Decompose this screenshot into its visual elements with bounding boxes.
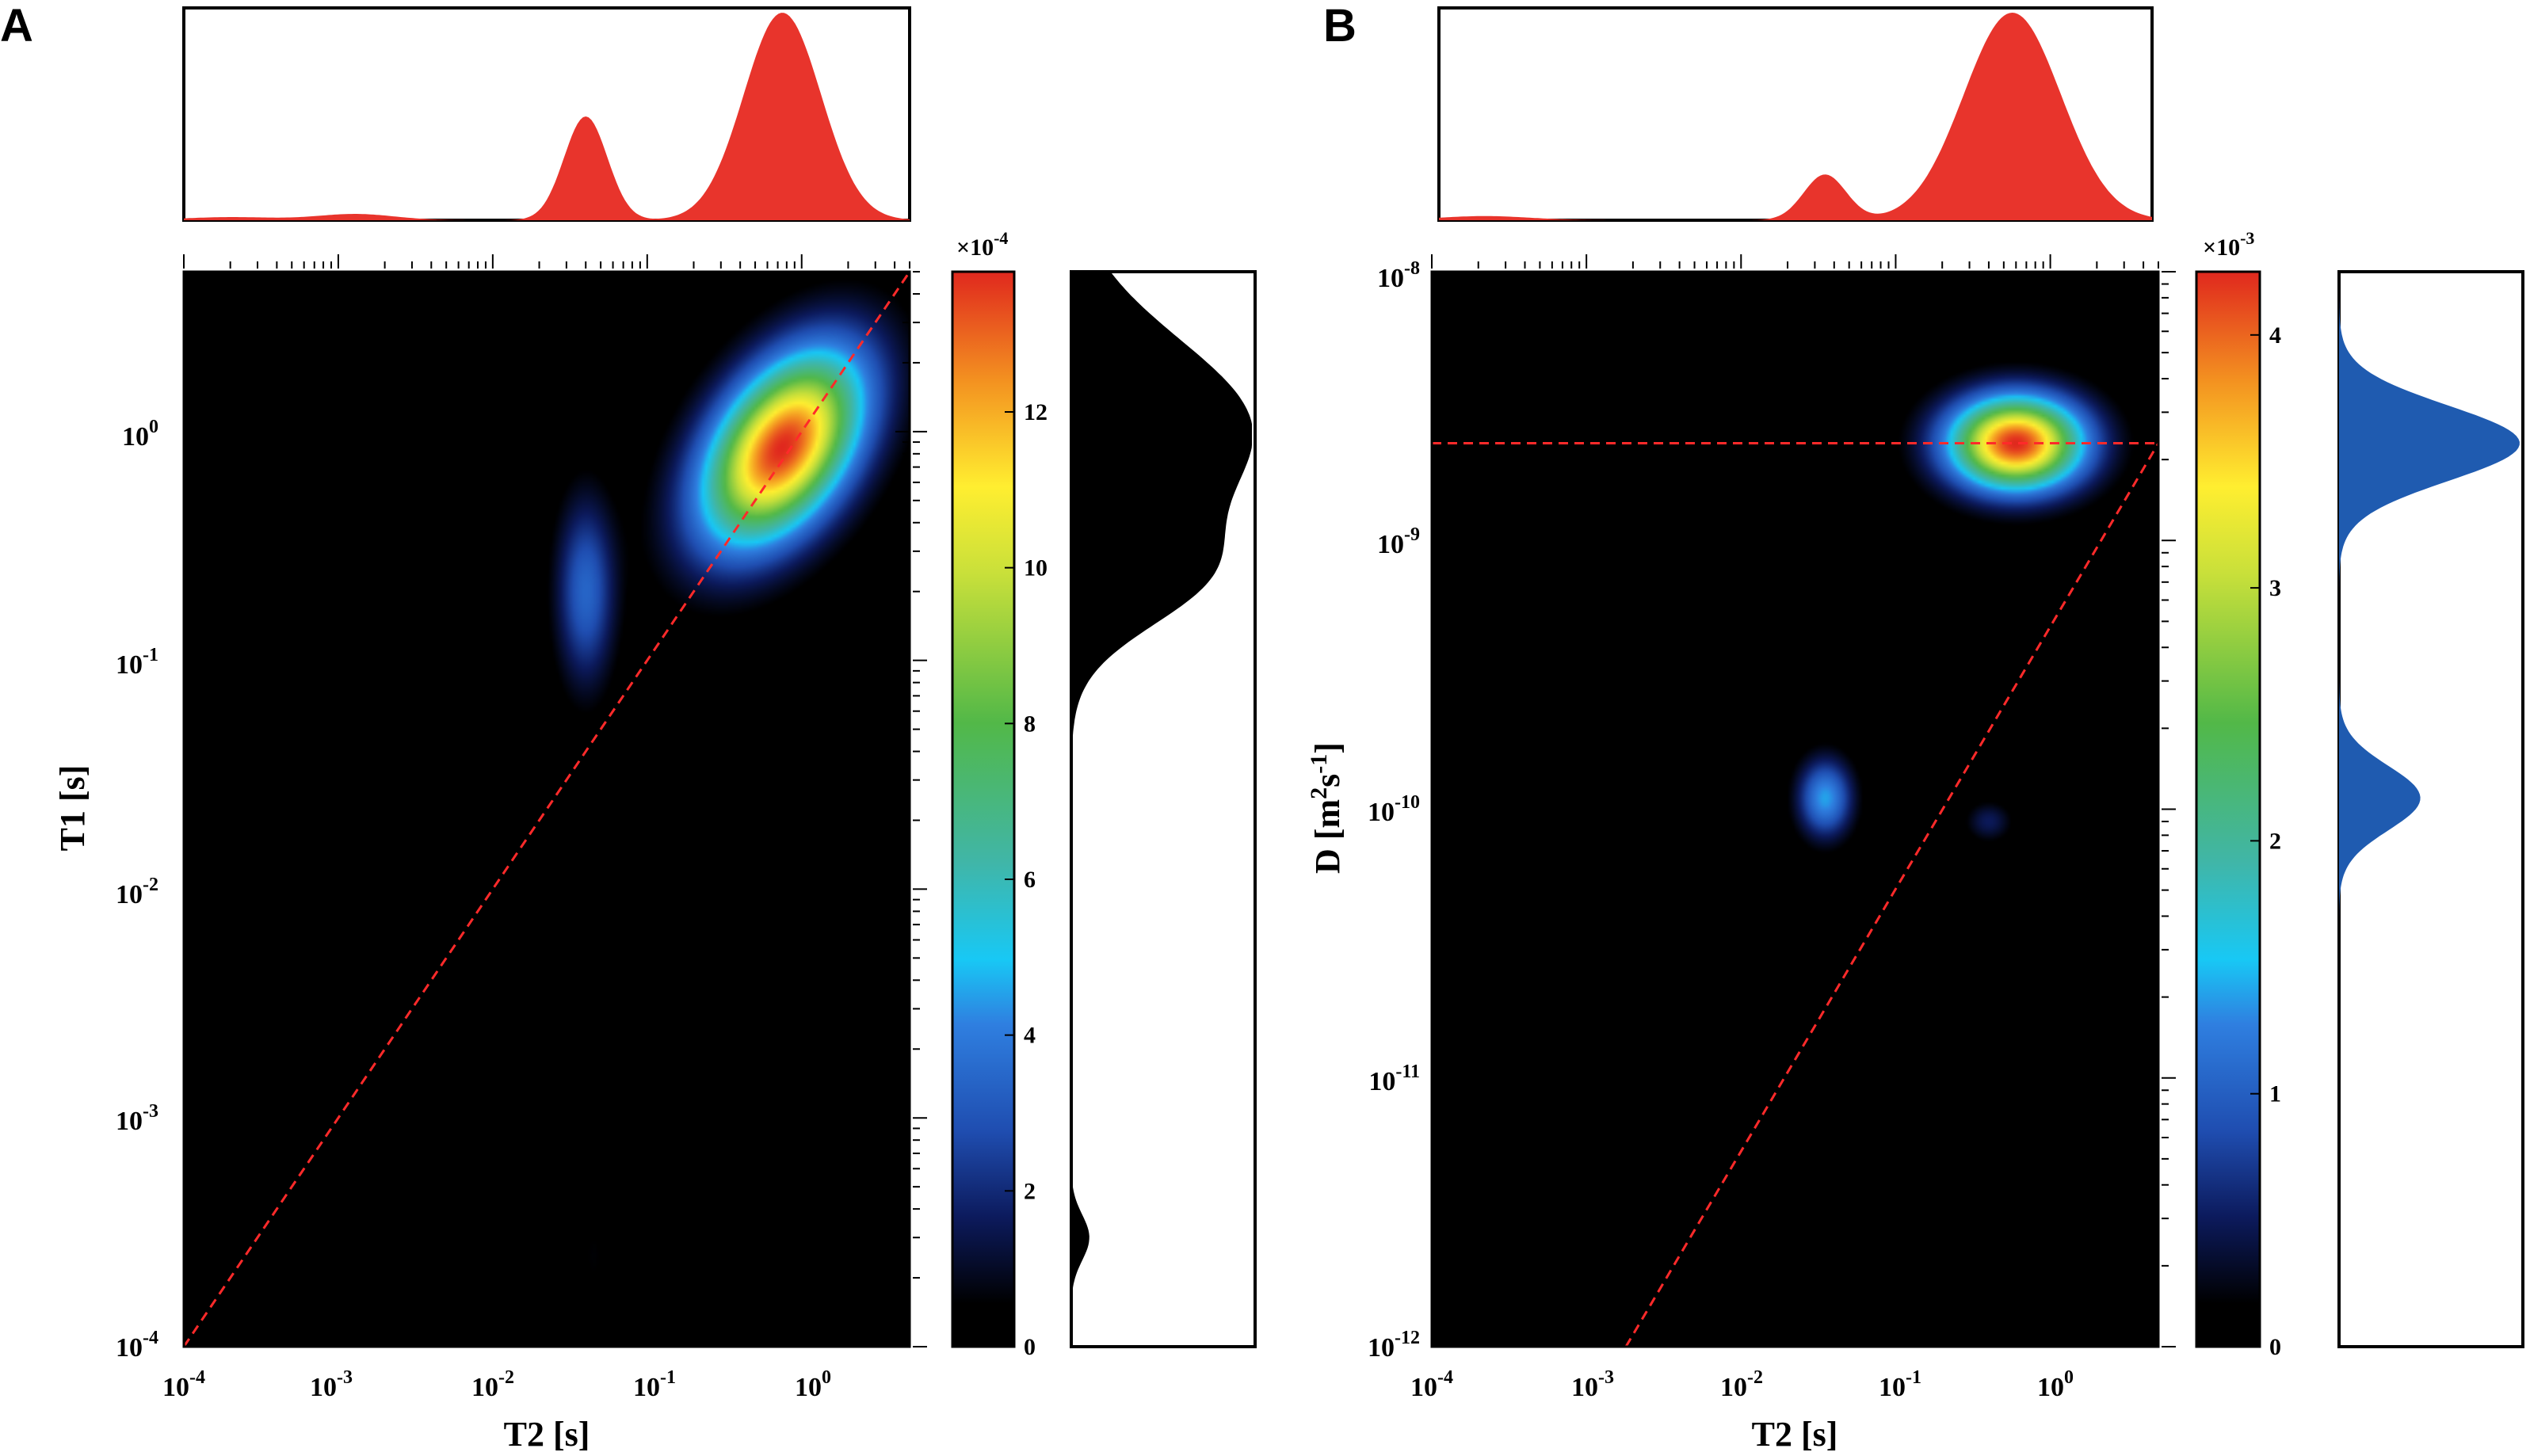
colorbar-tick-label: 2 <box>1024 1178 1036 1204</box>
panel-a-diagonal-reference-line <box>182 271 911 1347</box>
colorbar-tick-label: 3 <box>2269 575 2281 601</box>
svg-text:10-1: 10-1 <box>1879 1367 1921 1402</box>
panel-a-y-axis-title: T1 [s] <box>53 765 92 852</box>
colorbar-tick-label: 2 <box>2269 828 2281 854</box>
svg-text:10-3: 10-3 <box>310 1367 353 1402</box>
colorbar-tick-label: 8 <box>1024 711 1036 737</box>
panel-a-letter: A <box>0 0 33 51</box>
colorbar-tick-label: 6 <box>1024 867 1036 893</box>
panel-a-side-projection <box>1071 272 1252 1347</box>
colorbar-tick-label: 1 <box>2269 1081 2281 1107</box>
colorbar-tick-label: 12 <box>1024 399 1047 425</box>
panel-a-y-tick-label: 100 <box>122 417 158 452</box>
panel-b-colorbar-multiplier: ×10-3 <box>2203 228 2254 261</box>
colorbar-tick-label: 4 <box>2269 322 2281 349</box>
panel-a-y-tick-label: 10-2 <box>116 875 158 909</box>
colorbar-tick-label: 0 <box>1024 1334 1036 1360</box>
panel-a-x-tick-label: 10-4 <box>162 1367 205 1402</box>
svg-text:10-4: 10-4 <box>1410 1367 1453 1402</box>
panel-a: A 10-4 10-3 10-2 10-1 100 10-4 10-3 <box>0 0 1257 1454</box>
panel-b-colorbar <box>2195 270 2261 1348</box>
panel-a-y-tick-label: 10-1 <box>116 645 158 680</box>
svg-text:10-4: 10-4 <box>116 1328 158 1363</box>
panel-a-plot-frame <box>182 270 911 1348</box>
svg-text:100: 100 <box>2037 1367 2074 1402</box>
svg-text:10-1: 10-1 <box>633 1367 676 1402</box>
panel-b-y-tick-label: 10-11 <box>1368 1062 1420 1096</box>
panel-a-colorbar-multiplier: ×10-4 <box>956 228 1008 261</box>
svg-text:100: 100 <box>795 1367 831 1402</box>
panel-b-y-tick-label: 10-10 <box>1368 792 1420 827</box>
panel-a-y-tick-label: 10-3 <box>116 1101 158 1136</box>
svg-text:100: 100 <box>122 417 158 452</box>
svg-text:10-2: 10-2 <box>116 875 158 909</box>
svg-text:10-4: 10-4 <box>162 1367 205 1402</box>
svg-text:10-10: 10-10 <box>1368 792 1420 827</box>
panel-b-plot-frame <box>1430 270 2160 1348</box>
panel-b-diagonal-reference-line <box>1624 442 2160 1347</box>
panel-b-letter: B <box>1323 0 1357 51</box>
colorbar-tick-label: 4 <box>1024 1023 1036 1049</box>
svg-text:10-1: 10-1 <box>116 645 158 680</box>
svg-text:10-8: 10-8 <box>1377 258 1420 293</box>
colorbar-tick-label: 10 <box>1024 555 1047 581</box>
panel-a-x-tick-label: 10-2 <box>471 1367 514 1402</box>
panel-b-y-tick-label: 10-8 <box>1377 258 1420 293</box>
panel-a-colorbar <box>951 270 1016 1348</box>
panel-a-x-tick-label: 100 <box>795 1367 831 1402</box>
panel-b-x-tick-label: 10-1 <box>1879 1367 1921 1402</box>
panel-b-x-tick-label: 10-3 <box>1571 1367 1614 1402</box>
panel-b-x-tick-label: 10-2 <box>1720 1367 1763 1402</box>
panel-b-x-tick-label: 100 <box>2037 1367 2074 1402</box>
panel-a-x-axis-title: T2 [s] <box>504 1415 590 1454</box>
panel-b-y-tick-label: 10-9 <box>1377 524 1420 559</box>
svg-text:10-3: 10-3 <box>116 1101 158 1136</box>
panel-b-heatmap <box>1432 272 2158 1347</box>
panel-b-y-axis-title: D [m2s-1] <box>1306 742 1347 874</box>
panel-a-y-ticks <box>184 271 927 1347</box>
panel-a-x-tick-label: 10-1 <box>633 1367 676 1402</box>
svg-text:10-3: 10-3 <box>1571 1367 1614 1402</box>
panel-b-top-projection <box>1439 13 2152 220</box>
panel-b-colorbar-ticks: 0 1 2 3 4 <box>2250 322 2281 1360</box>
panel-b: B 10-4 10-3 10-2 10-1 100 10-12 10-11 <box>1306 0 2524 1454</box>
panel-b-side-projection <box>2339 272 2520 1347</box>
svg-text:10-9: 10-9 <box>1377 524 1420 559</box>
svg-text:10-2: 10-2 <box>471 1367 514 1402</box>
svg-text:10-2: 10-2 <box>1720 1367 1763 1402</box>
svg-text:10-12: 10-12 <box>1368 1328 1420 1363</box>
colorbar-tick-label: 0 <box>2269 1334 2281 1360</box>
panel-b-x-axis-title: T2 [s] <box>1752 1415 1838 1454</box>
panel-a-x-tick-label: 10-3 <box>310 1367 353 1402</box>
panel-b-y-tick-label: 10-12 <box>1368 1328 1420 1363</box>
panel-b-x-tick-label: 10-4 <box>1410 1367 1453 1402</box>
svg-text:10-11: 10-11 <box>1368 1062 1420 1096</box>
panel-a-colorbar-ticks: 0 2 4 6 8 10 12 <box>1005 399 1047 1360</box>
panel-a-top-projection <box>184 13 910 220</box>
panel-a-y-tick-label: 10-4 <box>116 1328 158 1363</box>
